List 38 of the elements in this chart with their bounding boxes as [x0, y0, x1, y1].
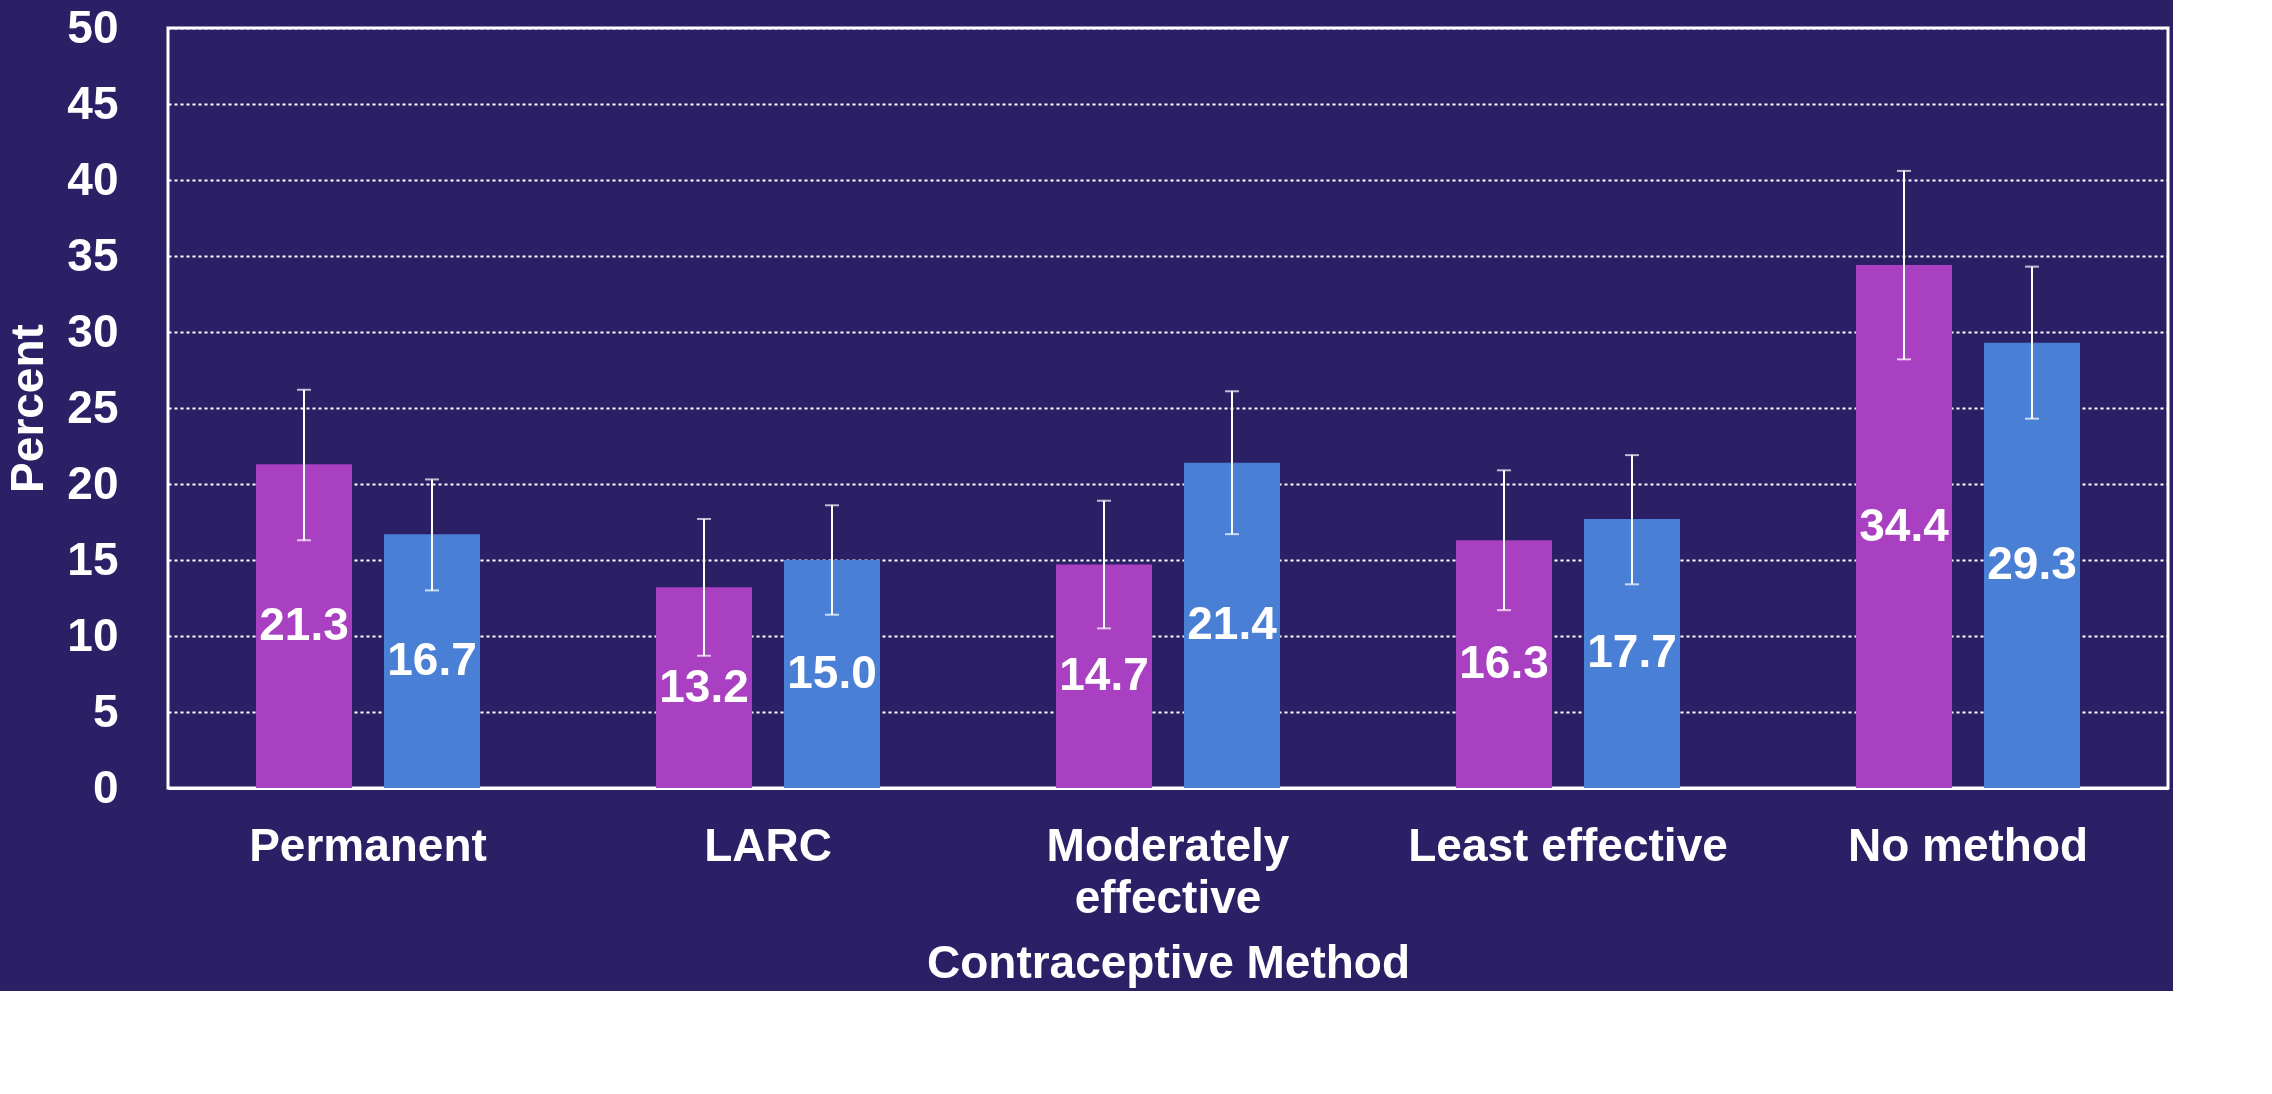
y-tick-label: 50: [67, 0, 119, 53]
bar: [1856, 265, 1952, 788]
data-label: 29.3: [1987, 537, 2077, 590]
x-tick-label: No method: [1847, 818, 2089, 871]
y-tick-label: 15: [67, 532, 119, 585]
bar: [1056, 564, 1152, 788]
bar: [384, 534, 480, 788]
bar: [656, 587, 752, 788]
data-label: 16.7: [387, 633, 477, 686]
bar: [256, 464, 352, 788]
x-tick-label: Least effective: [1408, 818, 1728, 871]
x-axis-title: Contraceptive Method: [926, 935, 1411, 988]
data-label: 15.0: [787, 646, 877, 698]
bar: [1456, 540, 1552, 788]
y-tick-label: 20: [67, 456, 119, 509]
y-axis-title: Percent: [1, 324, 54, 493]
bar: [784, 560, 880, 788]
y-tick-label: 25: [67, 380, 119, 433]
y-tick-label: 30: [67, 304, 119, 357]
y-tick-label: 10: [67, 608, 119, 661]
x-tick-label: Permanent: [249, 818, 487, 871]
y-tick-label: 45: [67, 76, 119, 129]
data-label: 13.2: [659, 659, 749, 712]
data-label: 14.7: [1059, 648, 1149, 701]
data-label: 34.4: [1859, 498, 1950, 551]
data-label: 21.3: [259, 598, 349, 651]
data-label: 16.3: [1459, 636, 1549, 689]
y-tick-label: 0: [92, 760, 119, 813]
data-label: 21.4: [1187, 597, 1278, 650]
bar: [1184, 462, 1280, 788]
data-label: 17.7: [1587, 625, 1677, 678]
x-tick-label: Moderately effective: [1046, 818, 1290, 923]
bar: [1584, 518, 1680, 788]
y-tick-label: 40: [67, 152, 119, 205]
y-tick-label: 35: [67, 228, 119, 281]
bar: [1984, 342, 2080, 788]
y-tick-label: 5: [92, 684, 119, 737]
x-tick-label: LARC: [704, 818, 832, 871]
